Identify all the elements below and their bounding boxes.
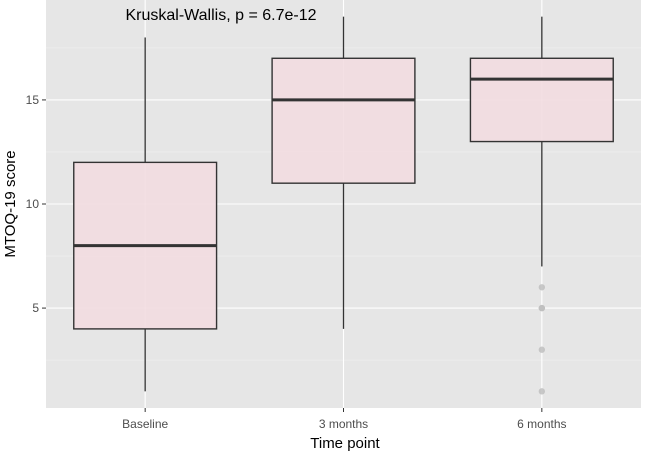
y-tick-label: 10 [26,197,40,211]
x-axis-title: Time point [310,435,380,452]
box-3-months [271,16,416,329]
box-6-months [469,16,614,395]
outlier-point [538,284,546,291]
y-tick-label: 15 [26,93,40,107]
box-series [73,16,614,395]
x-tick-label: 6 months [517,417,566,431]
outlier-point [538,346,546,353]
x-tick-label: 3 months [319,417,368,431]
outlier-point [538,304,546,312]
kruskal-wallis-annotation: Kruskal-Wallis, p = 6.7e-12 [125,7,316,24]
iqr-box [469,57,614,143]
y-axis-title: MTOQ-19 score [2,150,19,257]
y-tick-label: 5 [32,301,39,315]
y-axis: 5 10 15 [26,93,46,315]
outlier-point [538,388,546,395]
iqr-box [271,57,416,184]
box-baseline [73,37,218,392]
x-tick-label: Baseline [122,417,168,431]
x-axis: Baseline 3 months 6 months [122,408,567,431]
